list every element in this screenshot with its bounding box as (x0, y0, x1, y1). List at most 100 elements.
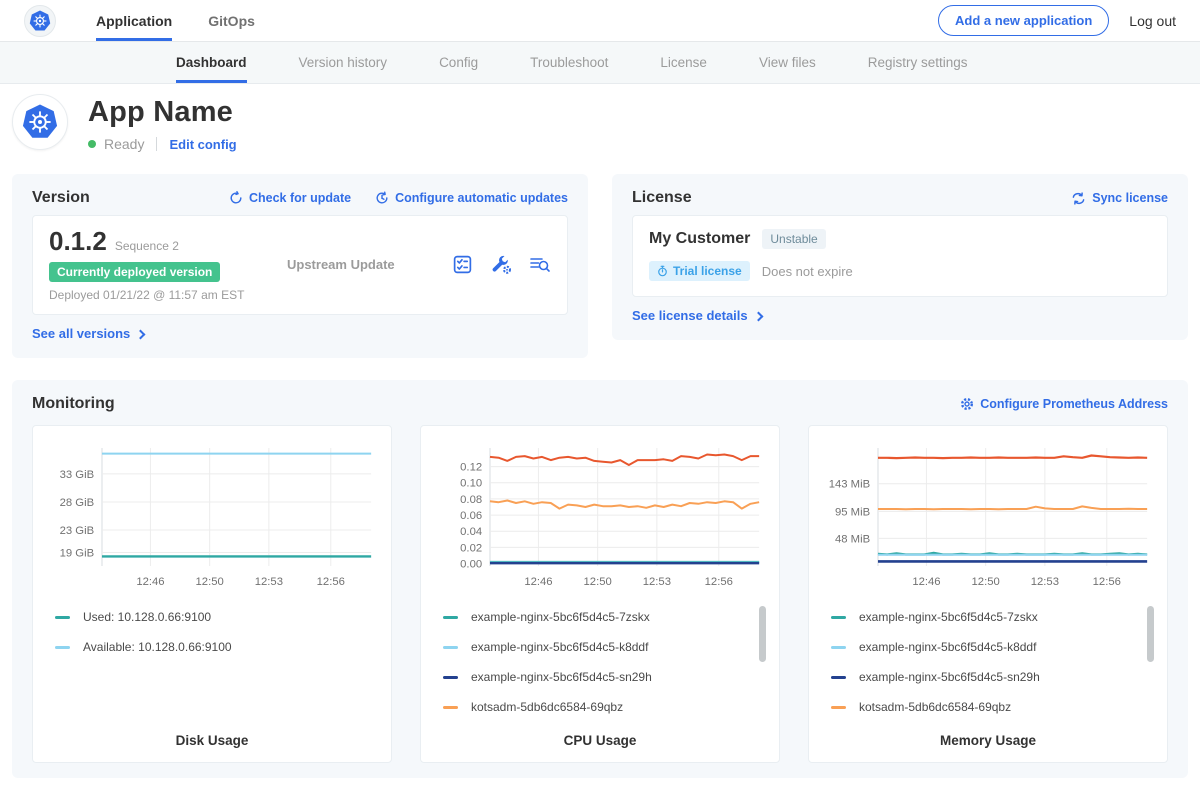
sync-icon (1071, 192, 1086, 205)
legend-item: example-nginx-5bc6f5d4c5-k8ddf (831, 640, 1145, 654)
kubernetes-logo (24, 5, 56, 37)
memory-usage-chart-card: 12:4612:5012:5312:56143 MiB95 MiB48 MiB … (808, 425, 1168, 763)
logs-search-icon (529, 254, 551, 275)
subnav-tab-license[interactable]: License (660, 42, 707, 83)
app-header: App Name Ready Edit config (0, 84, 1200, 152)
legend-swatch (443, 646, 458, 649)
svg-text:12:46: 12:46 (912, 576, 940, 588)
edit-config-link[interactable]: Edit config (169, 137, 236, 152)
svg-text:12:50: 12:50 (584, 576, 612, 588)
see-license-details-link[interactable]: See license details (632, 308, 762, 323)
version-source-label: Upstream Update (281, 257, 452, 272)
svg-text:12:53: 12:53 (255, 576, 283, 588)
sync-license-link[interactable]: Sync license (1071, 191, 1168, 205)
chart-title: Disk Usage (45, 727, 379, 748)
stopwatch-icon (657, 265, 668, 277)
wrench-gear-icon (490, 254, 512, 275)
svg-text:0.00: 0.00 (460, 558, 482, 570)
check-for-update-link[interactable]: Check for update (229, 191, 351, 205)
topnav-tab-gitops[interactable]: GitOps (208, 0, 255, 41)
subnav-tab-view-files[interactable]: View files (759, 42, 816, 83)
subnav-tab-dashboard[interactable]: Dashboard (176, 42, 247, 83)
memory-usage-plot: 12:4612:5012:5312:56143 MiB95 MiB48 MiB (821, 438, 1155, 596)
svg-text:12:53: 12:53 (1031, 576, 1059, 588)
preflight-checks-button[interactable] (452, 254, 473, 275)
legend-swatch (55, 646, 70, 649)
checklist-icon (452, 254, 473, 275)
legend-swatch (831, 616, 846, 619)
legend-item: Available: 10.128.0.66:9100 (55, 640, 369, 654)
legend-item: example-nginx-5bc6f5d4c5-k8ddf (443, 640, 757, 654)
cpu-usage-chart-card: 12:4612:5012:5312:560.120.100.080.060.04… (420, 425, 780, 763)
configure-automatic-updates-link[interactable]: Configure automatic updates (375, 191, 568, 205)
svg-text:12:46: 12:46 (524, 576, 552, 588)
legend-item: kotsadm-5db6dc6584-69qbz (443, 700, 757, 714)
legend-swatch (443, 676, 458, 679)
memory-usage-legend: example-nginx-5bc6f5d4c5-7zskxexample-ng… (821, 604, 1155, 727)
svg-text:23 GiB: 23 GiB (60, 525, 94, 537)
topnav-right: Add a new application Log out (938, 0, 1176, 41)
subnav-tab-troubleshoot[interactable]: Troubleshoot (530, 42, 608, 83)
configure-prometheus-link[interactable]: Configure Prometheus Address (960, 397, 1168, 411)
license-card: License Sync license My Customer Unstabl… (612, 174, 1188, 340)
subnav-tab-config[interactable]: Config (439, 42, 478, 83)
chart-title: CPU Usage (433, 727, 767, 748)
legend-item: example-nginx-5bc6f5d4c5-sn29h (443, 670, 757, 684)
license-expiry: Does not expire (762, 264, 853, 279)
svg-text:48 MiB: 48 MiB (835, 533, 870, 545)
svg-text:0.06: 0.06 (460, 510, 482, 522)
svg-text:0.04: 0.04 (460, 526, 482, 538)
gear-icon (960, 397, 974, 411)
svg-text:12:46: 12:46 (136, 576, 164, 588)
legend-swatch (831, 646, 846, 649)
svg-text:0.10: 0.10 (460, 478, 482, 490)
deploy-logs-button[interactable] (529, 254, 551, 275)
svg-text:0.08: 0.08 (460, 494, 482, 506)
svg-text:12:56: 12:56 (317, 576, 345, 588)
svg-text:28 GiB: 28 GiB (60, 497, 94, 509)
version-title: Version (32, 189, 90, 207)
disk-usage-legend: Used: 10.128.0.66:9100 Available: 10.128.… (45, 604, 379, 727)
page-title: App Name (88, 96, 237, 129)
app-status: Ready (104, 136, 144, 152)
version-number: 0.1.2 (49, 226, 107, 257)
add-application-button[interactable]: Add a new application (938, 5, 1109, 36)
view-config-button[interactable] (490, 254, 512, 275)
legend-scrollbar[interactable] (1147, 606, 1154, 662)
legend-scrollbar[interactable] (759, 606, 766, 662)
chart-title: Memory Usage (821, 727, 1155, 748)
deployed-badge: Currently deployed version (49, 262, 220, 282)
legend-item: Used: 10.128.0.66:9100 (55, 610, 369, 624)
svg-text:0.12: 0.12 (460, 462, 482, 474)
svg-text:12:50: 12:50 (972, 576, 1000, 588)
kubernetes-logo-icon (28, 9, 52, 33)
app-sub-navigation: Dashboard Version history Config Trouble… (0, 42, 1200, 84)
svg-text:143 MiB: 143 MiB (829, 479, 870, 491)
disk-usage-chart-card: 12:4612:5012:5312:5633 GiB28 GiB23 GiB19… (32, 425, 392, 763)
refresh-icon (229, 191, 243, 205)
status-dot (88, 140, 96, 148)
deployed-timestamp: Deployed 01/21/22 @ 11:57 am EST (49, 288, 281, 302)
subnav-tab-registry-settings[interactable]: Registry settings (868, 42, 968, 83)
dashboard-content: Version Check for update Configure au (0, 174, 1200, 778)
svg-text:12:53: 12:53 (643, 576, 671, 588)
logout-link[interactable]: Log out (1129, 13, 1176, 29)
svg-text:95 MiB: 95 MiB (835, 506, 870, 518)
legend-label: example-nginx-5bc6f5d4c5-k8ddf (859, 640, 1036, 654)
kubernetes-app-icon (20, 102, 60, 142)
channel-badge: Unstable (762, 229, 825, 249)
legend-label: kotsadm-5db6dc6584-69qbz (471, 700, 623, 714)
svg-text:33 GiB: 33 GiB (60, 469, 94, 481)
legend-swatch (443, 706, 458, 709)
svg-text:0.02: 0.02 (460, 542, 482, 554)
see-all-versions-link[interactable]: See all versions (32, 326, 144, 341)
chevron-right-icon (753, 311, 763, 321)
legend-item: example-nginx-5bc6f5d4c5-sn29h (831, 670, 1145, 684)
divider (156, 137, 157, 151)
version-card: Version Check for update Configure au (12, 174, 588, 358)
legend-swatch (831, 706, 846, 709)
legend-item: kotsadm-5db6dc6584-69qbz (831, 700, 1145, 714)
topnav-tab-application[interactable]: Application (96, 0, 172, 41)
subnav-tab-version-history[interactable]: Version history (299, 42, 388, 83)
brand[interactable] (24, 0, 56, 41)
